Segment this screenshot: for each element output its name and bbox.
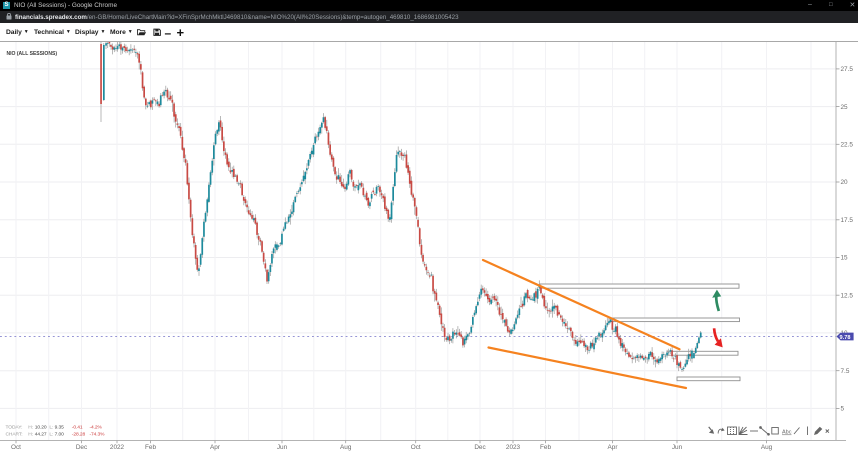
svg-text:5: 5 [841,406,845,413]
svg-text:L:: L: [49,432,53,438]
svg-text:44.27: 44.27 [35,432,47,438]
svg-text:12.5: 12.5 [841,292,854,299]
svg-text:H:: H: [28,424,33,430]
svg-text:7.5: 7.5 [841,368,850,375]
svg-text:25: 25 [841,104,849,111]
svg-text:27.5: 27.5 [841,66,854,73]
svg-text:2023: 2023 [506,444,521,451]
svg-text:Apr: Apr [210,444,221,451]
svg-text:-0.41: -0.41 [72,424,83,430]
svg-text:20: 20 [841,179,849,186]
svg-text:TODAY:: TODAY: [6,424,23,430]
svg-text:CHART:: CHART: [6,432,23,438]
svg-text:10.20: 10.20 [35,424,47,430]
svg-text:Oct: Oct [11,444,21,451]
svg-text:Jun: Jun [277,444,288,451]
svg-text:Jun: Jun [672,444,683,451]
svg-text:Aug: Aug [340,444,352,451]
svg-text:H:: H: [28,432,33,438]
svg-text:Feb: Feb [540,444,551,451]
svg-text:-4.2%: -4.2% [90,424,103,430]
svg-text:Apr: Apr [608,444,619,451]
svg-text:Abc: Abc [782,430,792,436]
svg-text:L:: L: [49,424,53,430]
svg-text:Aug: Aug [761,444,773,451]
svg-text:17.5: 17.5 [841,217,854,224]
svg-text:Dec: Dec [474,444,486,451]
svg-text:NIO (ALL SESSIONS): NIO (ALL SESSIONS) [7,51,58,57]
svg-text:7.00: 7.00 [55,432,64,438]
svg-text:22.5: 22.5 [841,142,854,149]
svg-text:15: 15 [841,255,849,262]
svg-text:Dec: Dec [76,444,88,451]
svg-text:Oct: Oct [411,444,421,451]
svg-text:2022: 2022 [110,444,125,451]
svg-text:-28.28: -28.28 [72,432,86,438]
svg-text:Feb: Feb [145,444,156,451]
svg-text:9.35: 9.35 [55,424,64,430]
svg-text:9.78: 9.78 [840,335,851,341]
svg-text:-74.3%: -74.3% [90,432,106,438]
